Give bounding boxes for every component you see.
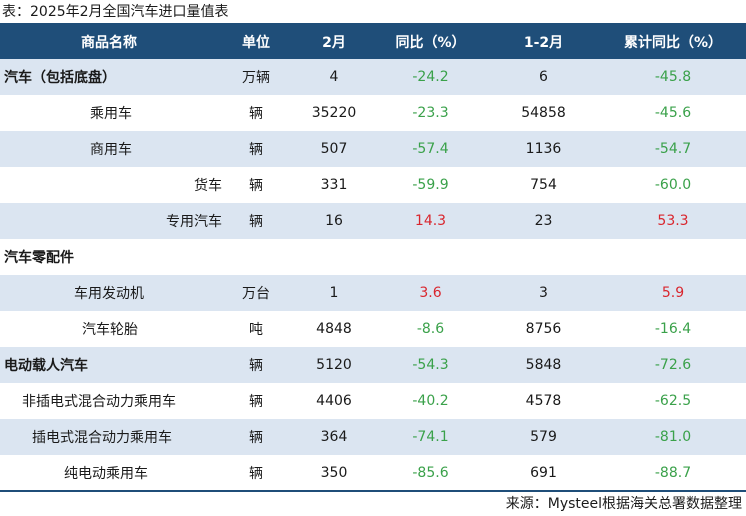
- product-name: 电动载人汽车: [4, 358, 88, 374]
- unit-cell: 辆: [249, 430, 263, 446]
- feb-yoy: -8.6: [416, 321, 445, 337]
- ytd-value: 1136: [525, 141, 562, 157]
- ytd-yoy: -45.8: [654, 69, 692, 85]
- table-row: 专用汽车 辆 16 14.3 23 53.3: [0, 203, 746, 239]
- ytd-value: 54858: [521, 105, 566, 121]
- ytd-value: 8756: [525, 321, 562, 337]
- header-feb-yoy: 同比（%）: [395, 35, 466, 51]
- feb-yoy: -54.3: [412, 357, 449, 373]
- product-name: 乘用车: [90, 106, 132, 122]
- product-name: 汽车零配件: [4, 250, 74, 266]
- feb-yoy: -59.9: [412, 177, 449, 193]
- unit-cell: 辆: [249, 394, 263, 410]
- source-note: 来源：Mysteel根据海关总署数据整理: [505, 496, 742, 512]
- feb-yoy: -24.2: [412, 69, 449, 85]
- header-ytd-yoy: 累计同比（%）: [623, 35, 723, 51]
- table-row: 插电式混合动力乘用车 辆 364 -74.1 579 -81.0: [0, 419, 746, 455]
- unit-cell: 辆: [249, 358, 263, 374]
- ytd-yoy: -54.7: [654, 141, 692, 157]
- header-feb: 2月: [322, 35, 346, 51]
- table-row: 电动载人汽车 辆 5120 -54.3 5848 -72.6: [0, 347, 746, 383]
- table-row: 汽车零配件: [0, 239, 746, 275]
- ytd-value: 23: [534, 213, 553, 229]
- table-row: 非插电式混合动力乘用车 辆 4406 -40.2 4578 -62.5: [0, 383, 746, 419]
- feb-value: 4848: [316, 321, 352, 337]
- feb-value: 5120: [316, 357, 352, 373]
- product-name: 汽车轮胎: [82, 322, 138, 338]
- product-name: 车用发动机: [74, 286, 144, 302]
- ytd-yoy: -62.5: [654, 393, 692, 409]
- feb-yoy: -57.4: [412, 141, 449, 157]
- feb-yoy: -40.2: [412, 393, 449, 409]
- feb-value: 1: [329, 285, 339, 301]
- feb-value: 350: [320, 465, 348, 481]
- table-row: 车用发动机 万台 1 3.6 3 5.9: [0, 275, 746, 311]
- product-name: 商用车: [90, 142, 132, 158]
- feb-yoy: -23.3: [412, 105, 449, 121]
- unit-cell: 辆: [249, 214, 263, 230]
- bottom-rule: [0, 490, 746, 492]
- ytd-yoy: 5.9: [661, 285, 685, 301]
- ytd-yoy: -81.0: [654, 429, 692, 445]
- feb-value: 331: [320, 177, 348, 193]
- feb-value: 364: [320, 429, 348, 445]
- ytd-yoy: -88.7: [654, 465, 692, 481]
- product-name: 货车: [194, 178, 222, 194]
- feb-yoy: -85.6: [412, 465, 449, 481]
- feb-yoy: 3.6: [419, 285, 442, 301]
- header-jan-feb: 1-2月: [523, 35, 564, 51]
- unit-cell: 辆: [249, 142, 263, 158]
- product-name: 纯电动乘用车: [64, 466, 148, 482]
- table-row: 汽车（包括底盘） 万辆 4 -24.2 6 -45.8: [0, 59, 746, 95]
- ytd-yoy: -16.4: [654, 321, 692, 337]
- unit-cell: 辆: [249, 466, 263, 482]
- ytd-value: 6: [539, 69, 548, 85]
- product-name: 汽车（包括底盘）: [4, 70, 116, 86]
- feb-value: 35220: [311, 105, 357, 121]
- table-row: 货车 辆 331 -59.9 754 -60.0: [0, 167, 746, 203]
- unit-cell: 万台: [242, 286, 270, 302]
- ytd-value: 5848: [525, 357, 562, 373]
- table-header: 商品名称 单位 2月 同比（%） 1-2月 累计同比（%）: [0, 25, 746, 59]
- table-row: 汽车轮胎 吨 4848 -8.6 8756 -16.4: [0, 311, 746, 347]
- unit-cell: 辆: [249, 178, 263, 194]
- ytd-yoy: 53.3: [657, 213, 689, 229]
- product-name: 非插电式混合动力乘用车: [22, 394, 176, 410]
- unit-cell: 吨: [249, 322, 263, 338]
- feb-value: 4406: [316, 393, 352, 409]
- unit-cell: 辆: [249, 106, 263, 122]
- top-rule: [0, 23, 746, 25]
- table-row: 纯电动乘用车 辆 350 -85.6 691 -88.7: [0, 455, 746, 491]
- table-row: 乘用车 辆 35220 -23.3 54858 -45.6: [0, 95, 746, 131]
- product-name: 插电式混合动力乘用车: [32, 430, 172, 446]
- header-product-name: 商品名称: [81, 35, 137, 51]
- feb-yoy: -74.1: [412, 429, 449, 445]
- feb-value: 16: [325, 213, 343, 229]
- unit-cell: 万辆: [242, 70, 270, 86]
- feb-value: 4: [329, 69, 339, 85]
- feb-value: 507: [320, 141, 348, 157]
- feb-yoy: 14.3: [414, 213, 447, 229]
- ytd-value: 754: [530, 177, 557, 193]
- table-row: 商用车 辆 507 -57.4 1136 -54.7: [0, 131, 746, 167]
- header-unit: 单位: [242, 35, 270, 51]
- ytd-value: 3: [539, 285, 548, 301]
- ytd-yoy: -60.0: [654, 177, 692, 193]
- ytd-value: 691: [530, 465, 557, 481]
- ytd-yoy: -45.6: [654, 105, 692, 121]
- ytd-value: 4578: [525, 393, 562, 409]
- ytd-yoy: -72.6: [654, 357, 692, 373]
- ytd-value: 579: [530, 429, 557, 445]
- product-name: 专用汽车: [166, 214, 222, 230]
- table-title: 表：2025年2月全国汽车进口量值表: [2, 4, 229, 20]
